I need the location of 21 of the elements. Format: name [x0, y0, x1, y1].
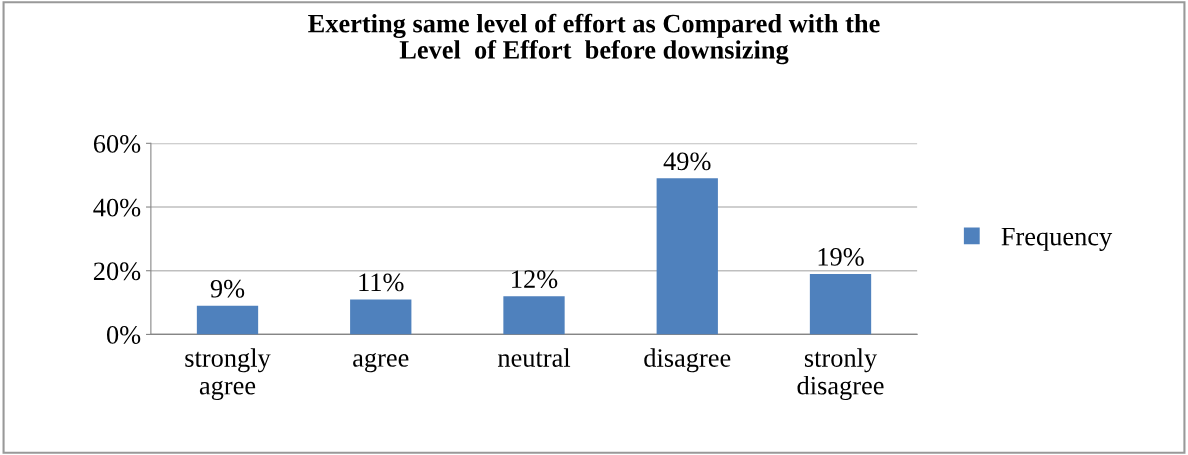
data-label: 49% — [663, 152, 711, 171]
bar — [809, 273, 872, 335]
y-tick-label: 0% — [106, 326, 141, 344]
x-tick-label: strongly agree — [185, 348, 271, 400]
bar — [503, 296, 565, 335]
data-label: 19% — [818, 247, 864, 266]
x-tick-label: disagree — [644, 348, 731, 373]
bar — [350, 299, 412, 335]
chart-title: Exerting same level of effort as Compared with the Level of Effort before downsizing — [308, 13, 880, 65]
x-tick-label: agree — [353, 353, 409, 373]
data-label: 12% — [512, 270, 558, 289]
x-tick-label: neutral — [497, 348, 571, 367]
legend-label: Frequency — [1001, 227, 1113, 251]
bar — [196, 305, 259, 335]
y-tick-label: 40% — [93, 198, 141, 217]
y-tick-label: 60% — [93, 134, 141, 153]
data-label: 9% — [210, 279, 245, 298]
data-label: 11% — [359, 273, 404, 292]
bar — [656, 178, 718, 335]
y-tick-label: 20% — [93, 262, 141, 281]
x-tick-label: stronly disagree — [797, 348, 884, 400]
